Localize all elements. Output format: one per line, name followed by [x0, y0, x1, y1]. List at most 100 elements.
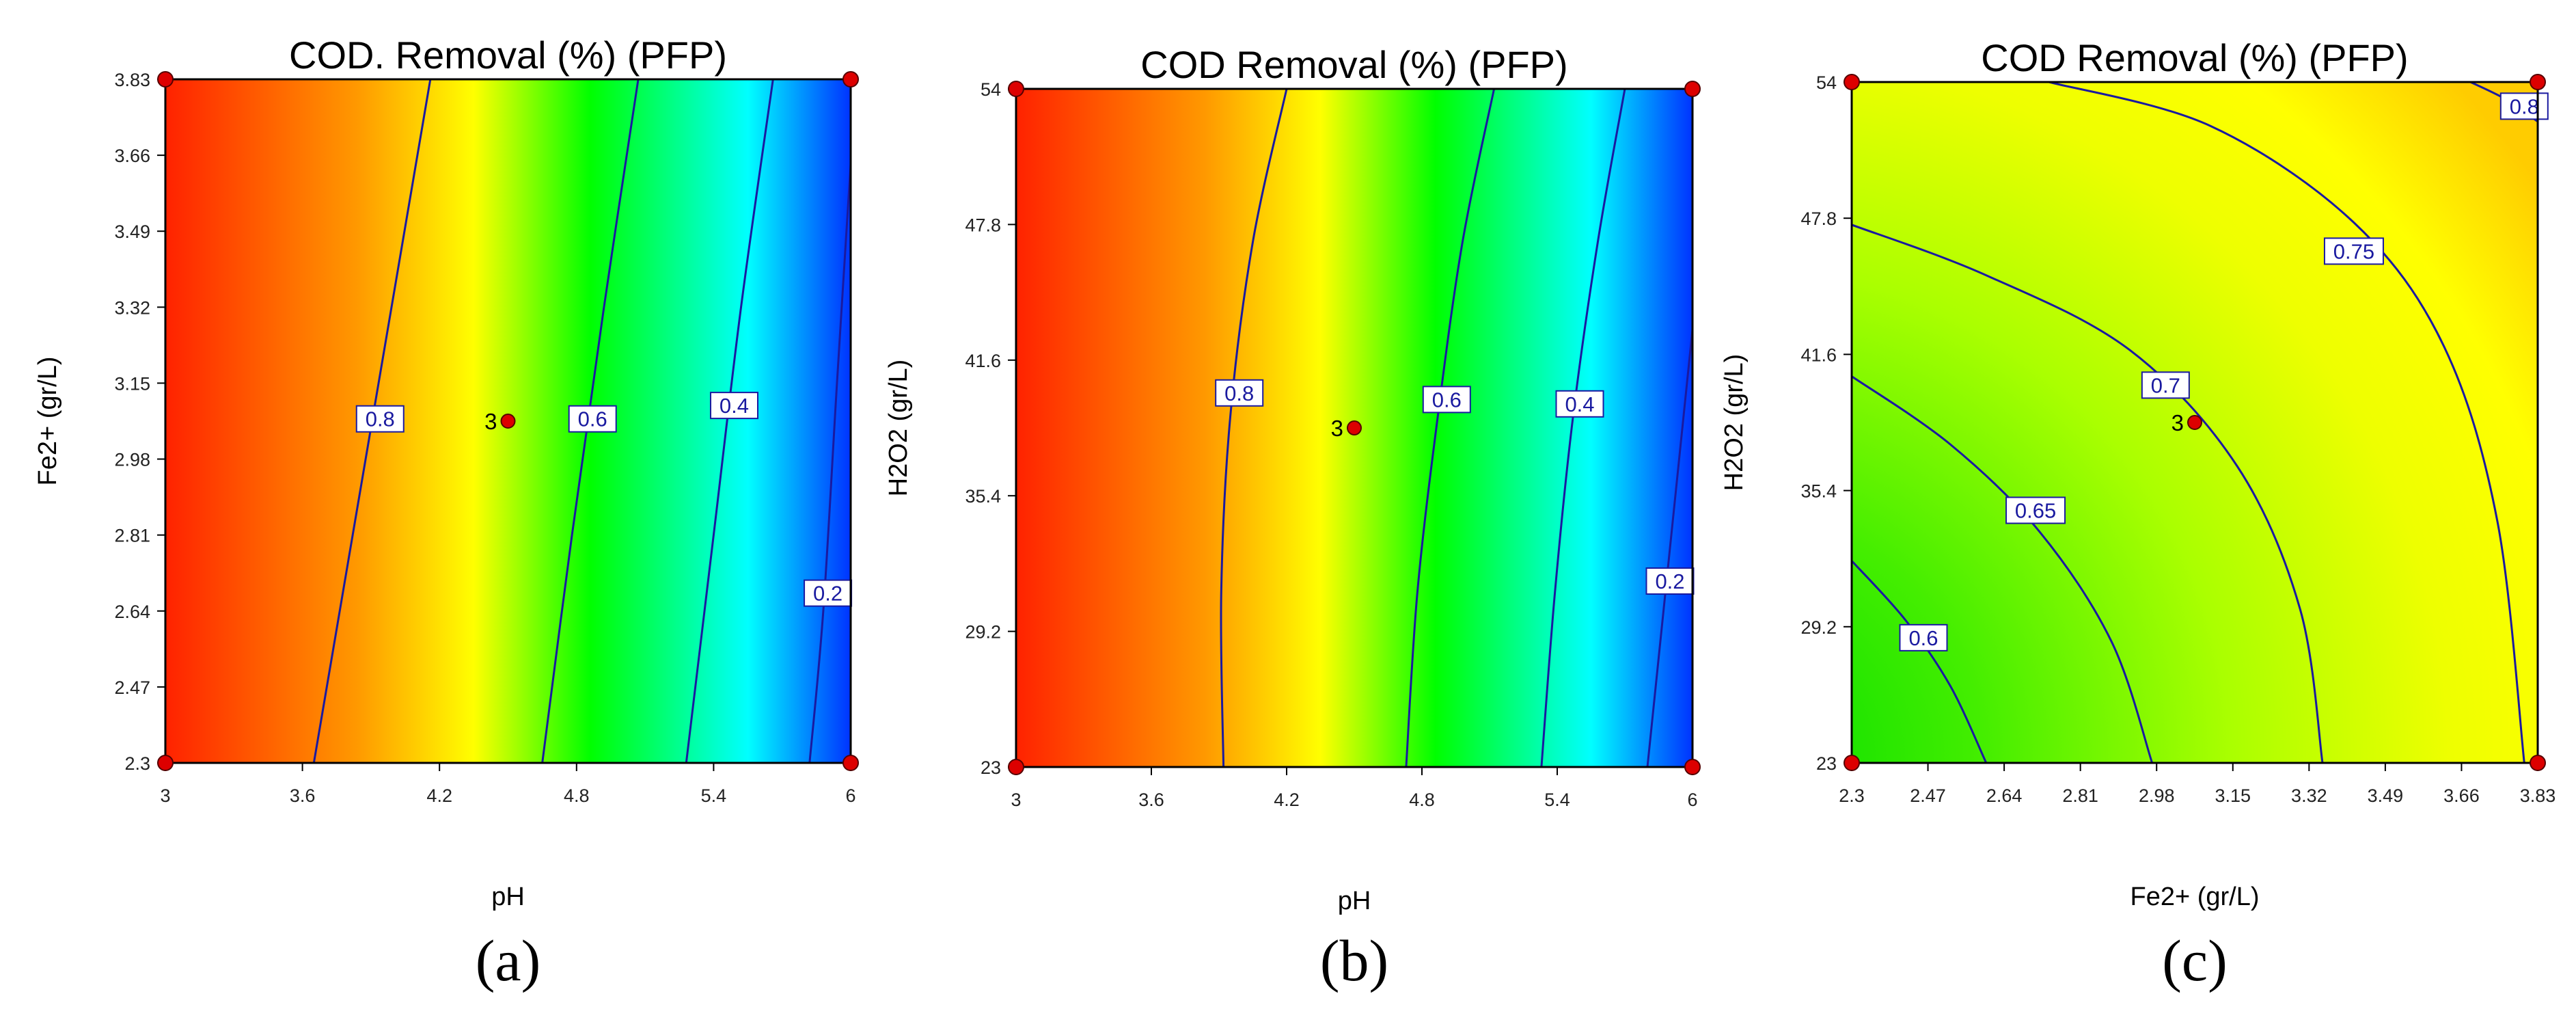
- x-axis-label: pH: [1338, 887, 1371, 915]
- y-tick-label: 3.66: [114, 146, 150, 166]
- y-tick-label: 3.49: [114, 221, 150, 242]
- x-axis-label: pH: [491, 883, 525, 911]
- center-point-label: 3: [484, 409, 497, 434]
- x-tick-label: 4.8: [564, 785, 590, 806]
- y-tick-label: 41.6: [1800, 345, 1837, 365]
- x-tick-label: 3.6: [290, 785, 316, 806]
- contour-line-0.8: [1220, 89, 1288, 767]
- x-tick-label: 3: [1011, 790, 1021, 810]
- x-tick-label: 6: [845, 785, 855, 806]
- design-point: [1684, 759, 1701, 775]
- panel-label: (b): [1320, 928, 1388, 993]
- panel-label: (c): [2162, 928, 2227, 993]
- x-tick-label: 3.49: [2368, 785, 2404, 806]
- contour-line-0.4: [685, 79, 774, 763]
- contour-label-box: [2005, 496, 2066, 524]
- x-tick-label: 2.64: [1986, 785, 2023, 806]
- design-point: [157, 755, 174, 771]
- chart-panel-c: 0.6 0.65 0.7 0.75 0.8 2.3 2.47 2.64 2.81 2.98 3.15…: [1720, 36, 2556, 993]
- design-point: [2530, 74, 2546, 90]
- contour-line-0.6: [1405, 89, 1496, 767]
- design-point: [157, 71, 174, 88]
- y-tick-label: 2.3: [124, 753, 150, 774]
- center-point-label: 3: [2171, 410, 2184, 435]
- x-tick-label: 2.81: [2062, 785, 2098, 806]
- x-axis-label: Fe2+ (gr/L): [2130, 883, 2259, 911]
- y-tick-label: 2.64: [114, 602, 150, 622]
- x-tick-label: 3.83: [2520, 785, 2556, 806]
- center-point: [1347, 420, 1362, 435]
- contour-line-0.7: [1852, 224, 2324, 763]
- contour-line-0.65: [1852, 375, 2154, 763]
- panel-label: (a): [476, 928, 540, 993]
- contour-label-box: [1215, 379, 1264, 407]
- x-tick-label: 4.2: [1274, 790, 1300, 810]
- y-tick-label: 54: [1816, 72, 1837, 93]
- contour-label: 0.65: [2015, 499, 2056, 523]
- design-point: [1844, 74, 1860, 90]
- x-tick-label: 4.8: [1409, 790, 1435, 810]
- x-tick-label: 6: [1687, 790, 1697, 810]
- design-point: [842, 755, 859, 771]
- contour-label-box: [1645, 567, 1695, 595]
- contour-label: 0.4: [720, 394, 749, 418]
- x-tick-label: 3.66: [2443, 785, 2480, 806]
- y-tick-label: 47.8: [965, 215, 1001, 235]
- y-axis-label: H2O2 (gr/L): [1720, 354, 1749, 492]
- y-tick-label: 47.8: [1800, 208, 1837, 229]
- contour-label: 0.8: [1224, 381, 1254, 405]
- contour-line-0.6: [1852, 560, 1988, 763]
- design-point: [1008, 759, 1024, 775]
- x-tick-label: 2.47: [1910, 785, 1946, 806]
- y-tick-label: 54: [981, 79, 1001, 100]
- x-tick-label: 3: [160, 785, 170, 806]
- x-tick-label: 5.4: [701, 785, 727, 806]
- contour-label: 0.8: [366, 407, 395, 431]
- y-tick-label: 29.2: [1800, 617, 1837, 638]
- x-tick-label: 2.98: [2139, 785, 2175, 806]
- y-tick-label: 2.98: [114, 450, 150, 470]
- contour-label-box: [2323, 237, 2384, 265]
- y-tick-label: 23: [1816, 753, 1837, 774]
- x-tick-label: 2.3: [1839, 785, 1865, 806]
- chart-panel-a: 0.8 0.6 0.4 0.2 3 3.6 4.2 4.8 5.4 6 2.3 2.47 2.64 2.8…: [33, 33, 859, 993]
- y-tick-label: 41.6: [965, 351, 1001, 371]
- contour-label: 0.7: [2151, 373, 2180, 397]
- contour-label: 0.6: [578, 407, 607, 431]
- y-tick-label: 35.4: [965, 486, 1001, 507]
- contour-label-box: [568, 405, 617, 433]
- contour-label: 0.8: [2510, 94, 2539, 118]
- x-tick-label: 4.2: [426, 785, 452, 806]
- design-point: [1844, 755, 1860, 771]
- chart-title: COD Removal (%) (PFP): [1140, 43, 1567, 86]
- plot-frame: [164, 78, 852, 764]
- contour-label: 0.4: [1565, 392, 1594, 416]
- x-tick-label: 3.6: [1138, 790, 1164, 810]
- plot-frame: [1015, 88, 1694, 768]
- chart-title: COD. Removal (%) (PFP): [289, 33, 727, 77]
- chart-title: COD Removal (%) (PFP): [1981, 36, 2408, 79]
- y-tick-label: 3.32: [114, 297, 150, 318]
- design-point: [1008, 81, 1024, 97]
- y-tick-label: 29.2: [965, 622, 1001, 643]
- design-point: [1684, 81, 1701, 97]
- chart-panel-b: 0.8 0.6 0.4 0.2 3 3.6 4.2 4.8 5.4 6 23 29.2 35.4 41.6…: [884, 43, 1701, 993]
- center-point: [2187, 415, 2202, 430]
- contour-label-box: [355, 405, 405, 433]
- contour-label-box: [1422, 386, 1471, 414]
- contour-label: 0.2: [1655, 569, 1684, 593]
- y-tick-label: 23: [981, 757, 1001, 778]
- y-tick-label: 3.83: [114, 70, 150, 90]
- contour-line-0.2: [1646, 329, 1693, 767]
- contour-label-box: [709, 392, 758, 420]
- x-tick-label: 5.4: [1544, 790, 1570, 810]
- y-axis-label: H2O2 (gr/L): [884, 360, 913, 497]
- design-point: [2530, 755, 2546, 771]
- y-tick-label: 35.4: [1800, 481, 1837, 502]
- contour-label-box: [2499, 92, 2549, 120]
- y-axis-label: Fe2+ (gr/L): [33, 356, 62, 485]
- contour-line-0.2: [808, 164, 851, 763]
- contour-label: 0.2: [813, 582, 842, 606]
- contour-label: 0.6: [1908, 626, 1938, 650]
- contour-label: 0.6: [1432, 388, 1462, 412]
